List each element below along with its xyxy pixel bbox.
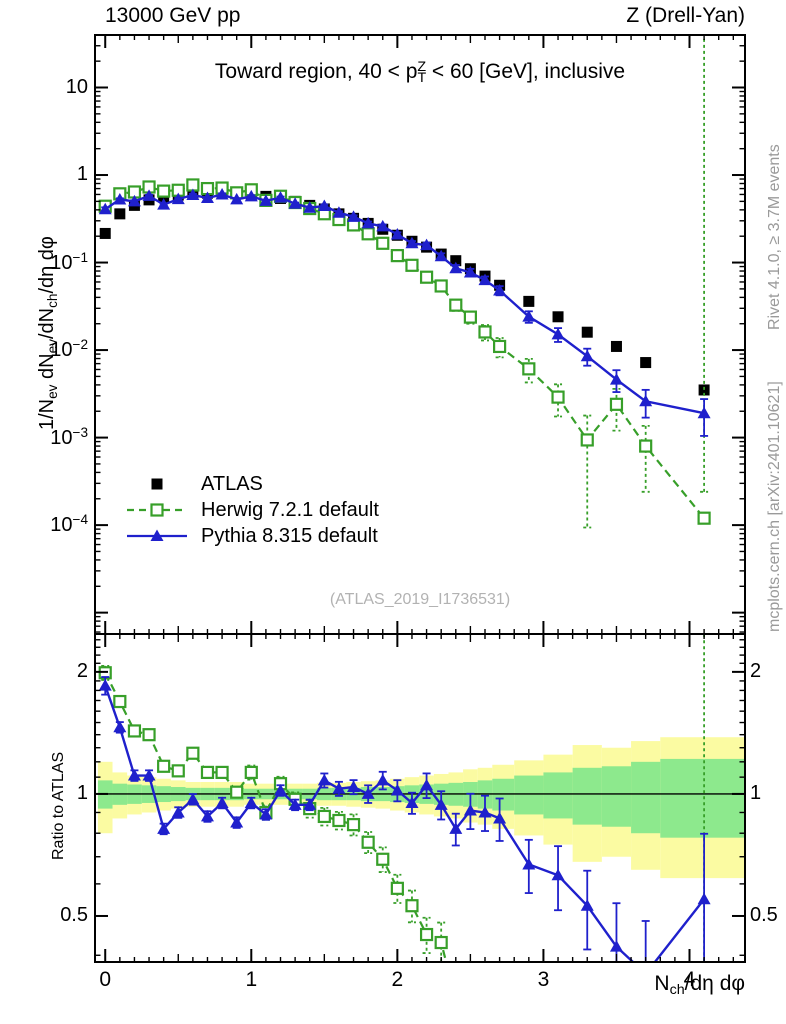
main-y-tick-label: 10−3 — [50, 424, 88, 449]
analysis-id-watermark: (ATLAS_2019_I1736531) — [329, 591, 511, 608]
square-open-icon — [127, 503, 187, 517]
x-tick-label: 0 — [99, 968, 112, 991]
ratio-y-tick-label-right: 2 — [750, 659, 762, 682]
ratio-y-axis-label: Ratio to ATLAS — [50, 751, 67, 860]
square-filled-icon — [151, 478, 163, 490]
x-tick-label: 3 — [537, 968, 550, 991]
main-y-tick-label: 10 — [65, 75, 88, 98]
legend-label-atlas: ATLAS — [201, 472, 263, 495]
atlas-data-points — [99, 187, 710, 396]
main-y-tick-label: 10−2 — [50, 337, 88, 361]
triangle-filled-icon — [127, 529, 187, 541]
legend-label-herwig: Herwig 7.2.1 default — [201, 498, 379, 521]
herwig-ratio-series — [98, 634, 706, 962]
ratio-y-tick-label: 2 — [76, 659, 88, 682]
process-label: Z (Drell-Yan) — [626, 4, 745, 27]
legend: ATLAS Herwig 7.2.1 default Pythia 8.315 … — [125, 471, 379, 549]
main-y-tick-label: 1 — [76, 163, 88, 186]
legend-item-herwig: Herwig 7.2.1 default — [125, 497, 379, 523]
ratio-y-tick-label: 1 — [76, 781, 88, 804]
legend-item-pythia: Pythia 8.315 default — [125, 523, 379, 549]
x-axis-label: Nch/dη dφ — [654, 972, 745, 998]
rivet-version-note: Rivet 4.1.0, ≥ 3.7M events — [766, 144, 783, 330]
atlas-square-marker-icon — [125, 473, 189, 495]
beam-energy-label: 13000 GeV pp — [105, 4, 241, 27]
ratio-y-tick-label-right: 0.5 — [750, 903, 778, 926]
mcplots-arxiv-note: mcplots.cern.ch [arXiv:2401.10621] — [766, 381, 783, 632]
x-tick-label: 2 — [391, 968, 404, 991]
pythia-ratio-series — [98, 676, 711, 962]
ratio-y-tick-label-right: 1 — [750, 781, 762, 804]
x-tick-label: 4 — [683, 968, 696, 991]
main-y-tick-label: 10−4 — [50, 512, 88, 536]
main-y-tick-label: 10−1 — [50, 249, 88, 274]
axes-frame — [94, 34, 746, 963]
pythia-main-series — [98, 188, 711, 437]
x-tick-label: 1 — [245, 968, 258, 991]
legend-label-pythia: Pythia 8.315 default — [201, 524, 378, 547]
plot-title: Toward region, 40 < pTZ < 60 [GeV], incl… — [214, 59, 626, 87]
pythia-triangle-marker-icon — [125, 525, 189, 547]
ratio-panel-series — [98, 634, 711, 962]
legend-item-atlas: ATLAS — [125, 471, 379, 497]
herwig-open-square-marker-icon — [125, 499, 189, 521]
main-panel-series — [98, 35, 711, 529]
ratio-y-tick-label: 0.5 — [60, 903, 88, 926]
